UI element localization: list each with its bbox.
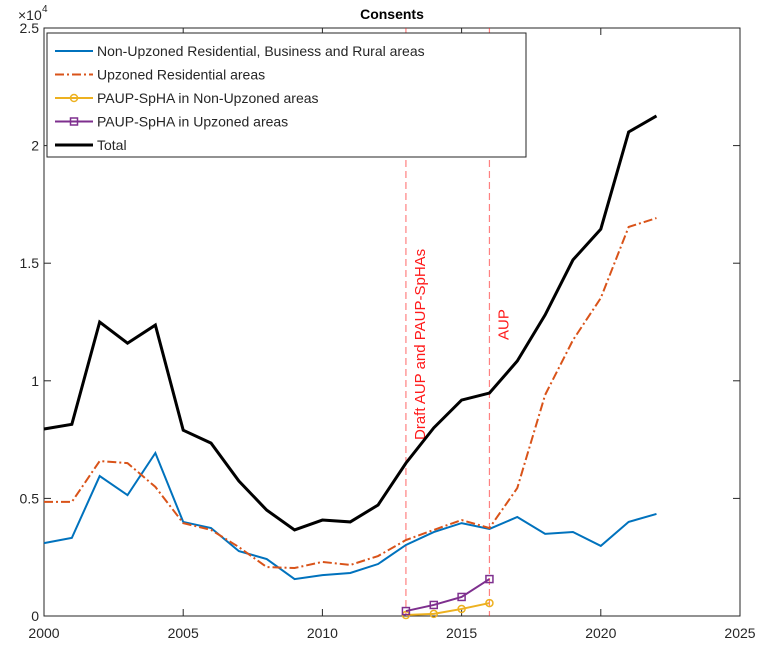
- y-tick-label: 1.5: [20, 255, 40, 271]
- x-tick-label: 2015: [446, 625, 477, 641]
- series-line: [44, 217, 657, 570]
- marker: [457, 604, 466, 614]
- marker: [429, 600, 439, 610]
- series-line: [405, 602, 490, 617]
- series-line: [43, 450, 657, 581]
- legend-label: Non-Upzoned Residential, Business and Ru…: [97, 43, 425, 59]
- series-line: [405, 578, 490, 613]
- y-tick-label: 0.5: [20, 490, 40, 506]
- chart-title: Consents: [360, 6, 424, 22]
- legend-label: PAUP-SpHA in Upzoned areas: [97, 114, 288, 130]
- x-tick-label: 2010: [307, 625, 338, 641]
- legend-label: PAUP-SpHA in Non-Upzoned areas: [97, 90, 319, 106]
- marker: [457, 592, 466, 602]
- series-line: [43, 114, 658, 532]
- marker: [401, 606, 411, 616]
- marker: [485, 574, 494, 584]
- legend-label: Total: [97, 137, 127, 153]
- y-multiplier: ×10: [18, 7, 42, 23]
- marker: [429, 609, 439, 619]
- x-tick-label: 2025: [724, 625, 755, 641]
- x-tick-label: 2000: [28, 625, 59, 641]
- annotation-text: AUP: [495, 309, 512, 340]
- y-tick-label: 0: [31, 608, 39, 624]
- legend-box: [46, 32, 527, 158]
- x-tick-label: 2020: [585, 625, 616, 641]
- marker: [485, 598, 494, 608]
- legend-marker: [69, 93, 79, 103]
- annotation-text: Draft AUP and PAUP-SpHAs: [412, 249, 429, 440]
- x-tick-label: 2005: [168, 625, 199, 641]
- legend-label: Upzoned Residential areas: [97, 67, 265, 83]
- y-tick-label: 2: [31, 138, 39, 154]
- y-tick-label: 1: [31, 373, 39, 389]
- y-tick-label: 2.5: [20, 20, 40, 36]
- legend-marker: [69, 117, 79, 126]
- y-multiplier-exponent: 4: [42, 4, 48, 15]
